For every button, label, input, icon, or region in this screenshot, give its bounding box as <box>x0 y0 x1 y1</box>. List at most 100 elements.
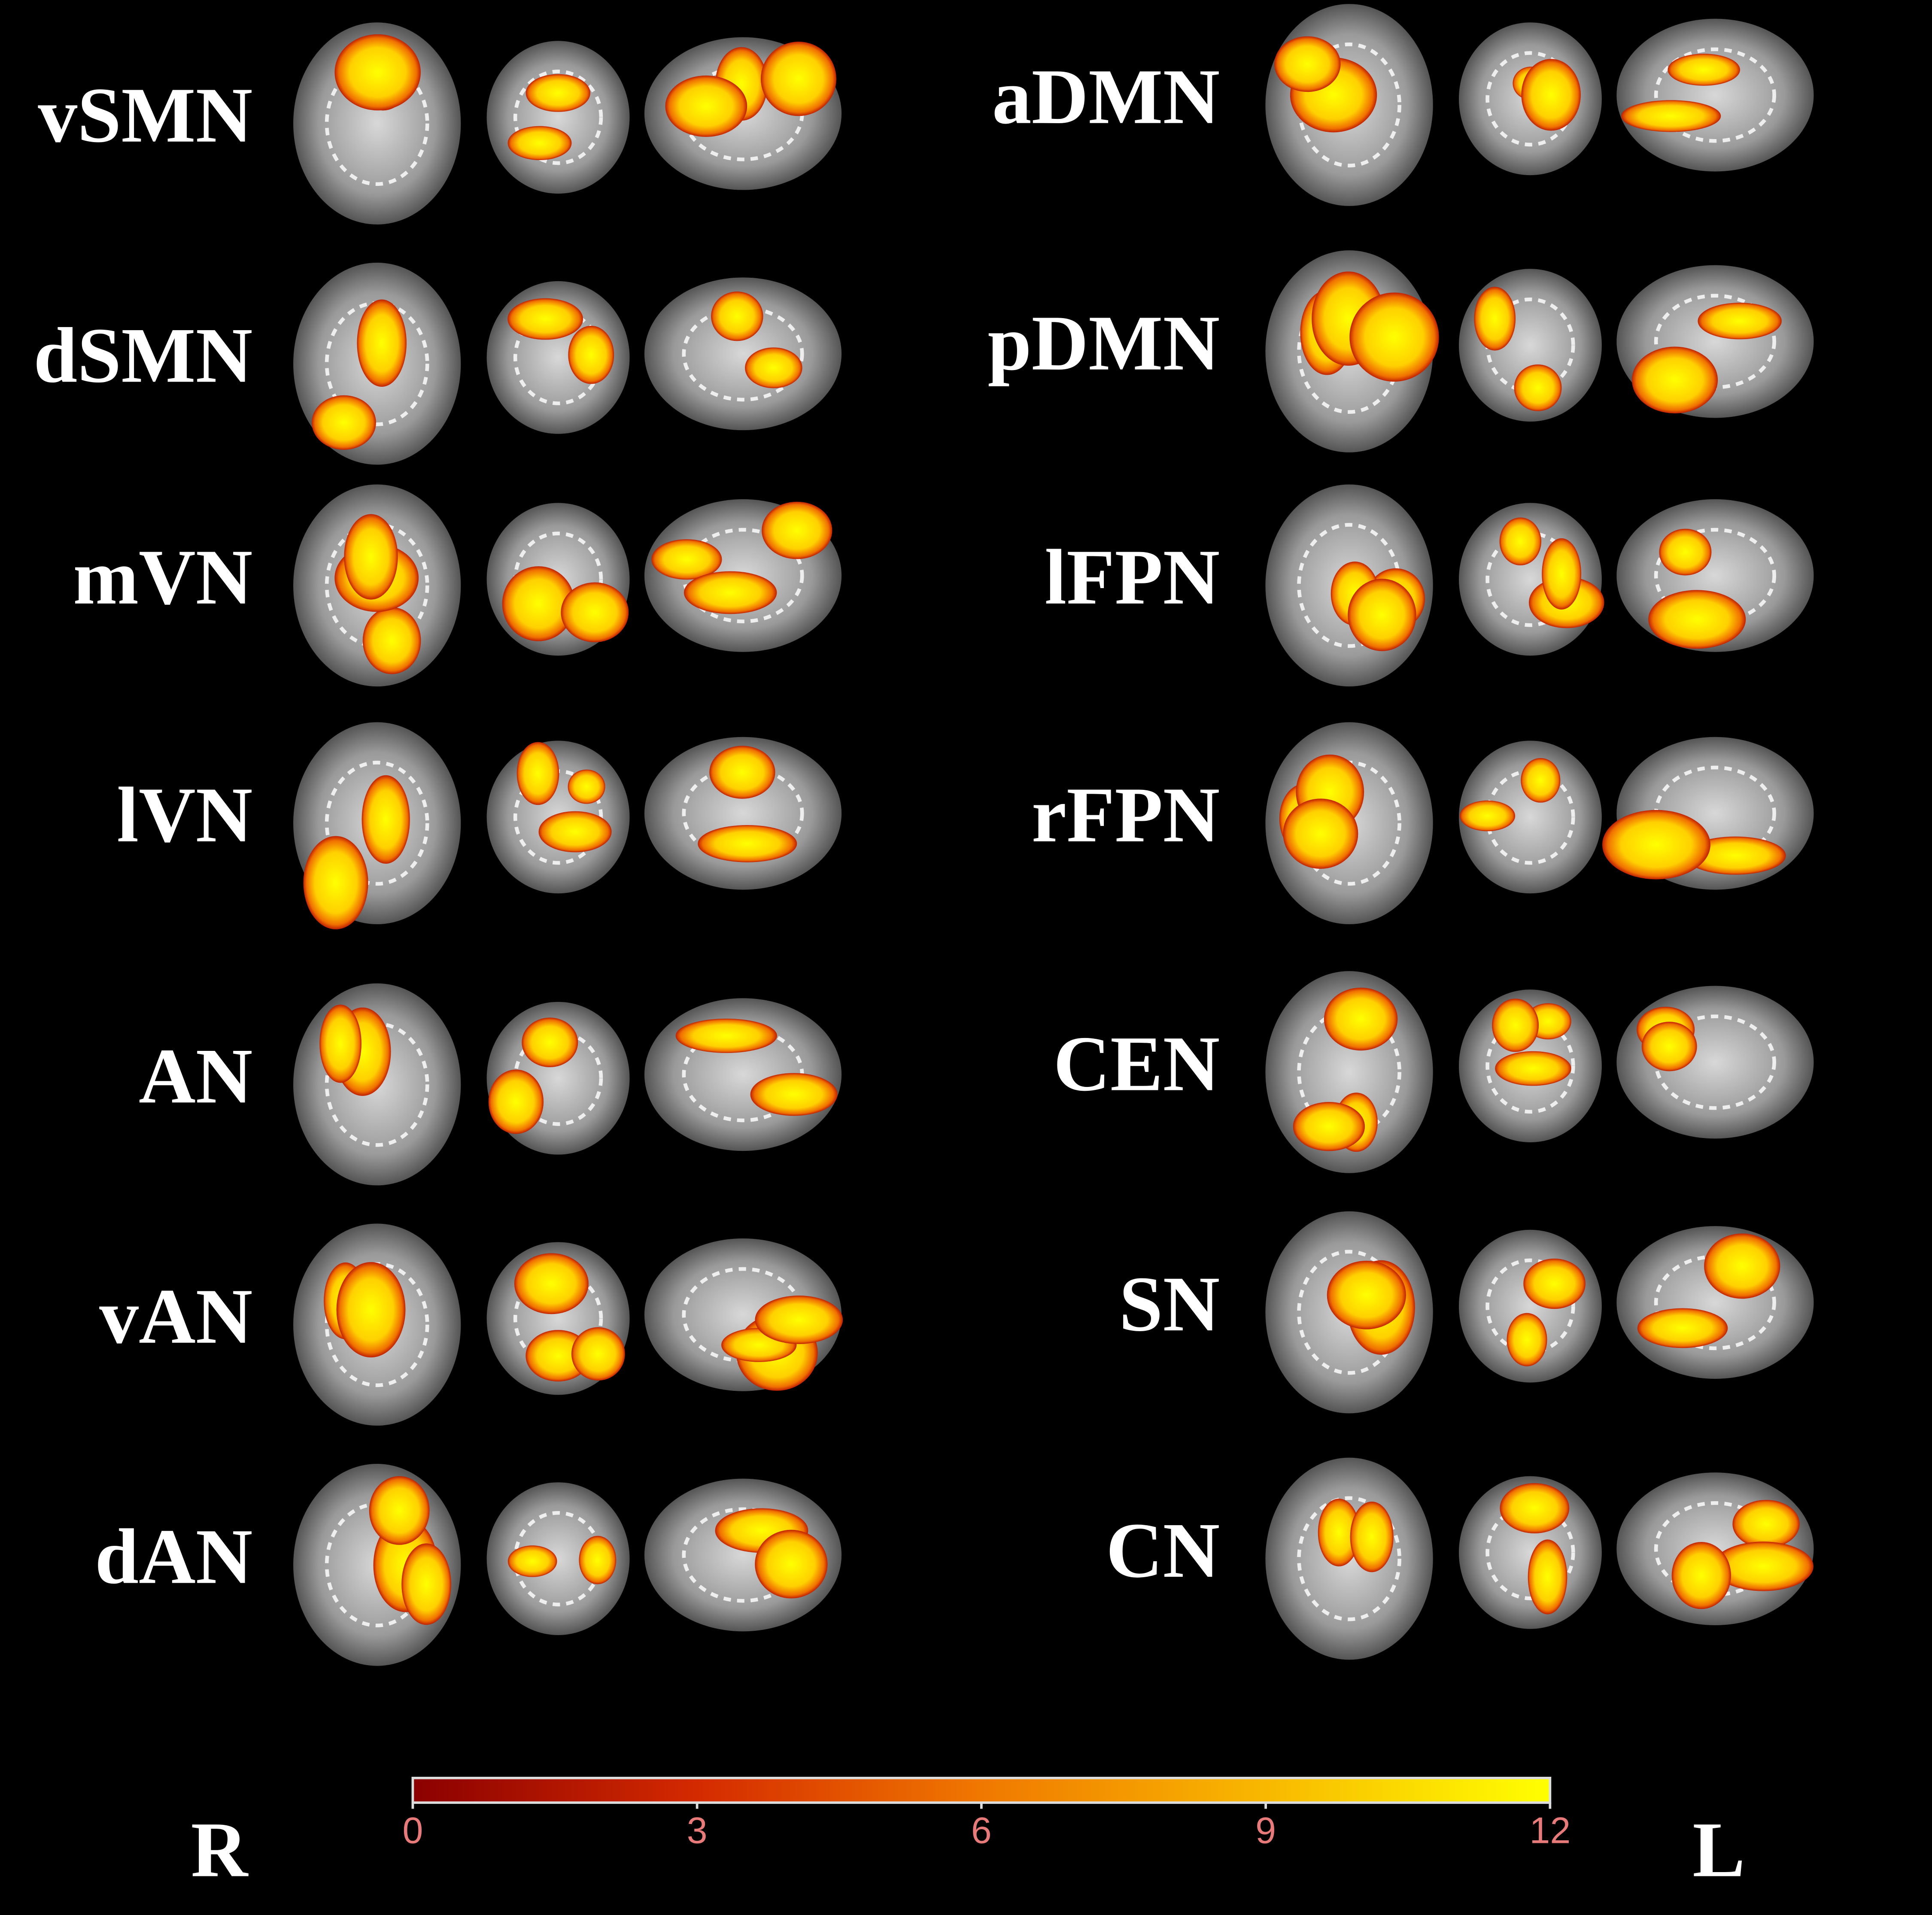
activation-blob <box>522 1017 578 1067</box>
activation-blob <box>1474 287 1516 351</box>
activation-blob <box>1528 1539 1567 1615</box>
brain-sulci <box>1297 1496 1401 1621</box>
activation-blob <box>1324 987 1398 1051</box>
brain-slice <box>1616 18 1814 172</box>
activation-blob <box>1641 1022 1697 1071</box>
activation-blob <box>711 291 763 341</box>
activation-blob <box>357 299 407 387</box>
colorbar-tick-label: 3 <box>687 1810 708 1851</box>
activation-blob <box>1523 1258 1586 1309</box>
network-label: rFPN <box>1032 771 1220 859</box>
network-label: SN <box>1119 1260 1220 1347</box>
activation-blob <box>488 1069 544 1134</box>
activation-blob <box>755 1296 843 1344</box>
network-label: pDMN <box>987 299 1220 387</box>
activation-blob <box>709 746 775 799</box>
brain-slice <box>486 41 630 194</box>
activation-blob <box>361 775 410 864</box>
activation-blob <box>1521 59 1581 131</box>
network-label: vAN <box>99 1272 252 1360</box>
activation-blob <box>1521 758 1561 803</box>
activation-blob <box>516 742 559 805</box>
activation-blob <box>1274 36 1341 92</box>
activation-blob <box>1495 1051 1571 1086</box>
activation-blob <box>1507 1313 1547 1366</box>
brain-slice <box>644 277 842 431</box>
activation-blob <box>312 395 376 450</box>
activation-blob <box>1704 1233 1780 1299</box>
activation-blob <box>1350 1502 1394 1572</box>
activation-blob <box>571 1327 625 1381</box>
activation-blob <box>507 298 583 340</box>
activation-blob <box>1514 364 1562 411</box>
activation-blob <box>1668 54 1740 86</box>
brain-slice <box>1458 741 1602 894</box>
network-label: lFPN <box>1045 533 1220 621</box>
activation-blob <box>561 582 629 643</box>
activation-blob <box>1349 292 1439 382</box>
activation-blob <box>401 1543 451 1625</box>
activation-blob <box>502 566 575 641</box>
activation-blob <box>568 769 605 804</box>
colorbar-tick-label: 6 <box>971 1810 992 1851</box>
activation-blob <box>568 325 614 384</box>
activation-blob <box>762 501 832 559</box>
orientation-label: L <box>1692 1806 1745 1894</box>
activation-blob <box>1492 998 1539 1052</box>
activation-blob <box>1637 1308 1728 1348</box>
activation-blob <box>526 74 590 112</box>
network-label: AN <box>139 1032 252 1120</box>
activation-blob <box>538 811 612 853</box>
activation-blob <box>514 1253 589 1314</box>
colorbar-tick-label: 9 <box>1255 1810 1276 1851</box>
activation-blob <box>1500 1483 1570 1533</box>
activation-blob <box>1732 1499 1800 1548</box>
activation-blob <box>665 75 747 137</box>
orientation-label: R <box>191 1806 249 1894</box>
network-label: CEN <box>1053 1020 1220 1108</box>
activation-blob <box>319 1005 361 1083</box>
colorbar-tick-label: 0 <box>402 1810 423 1851</box>
network-label: mVN <box>73 533 252 621</box>
network-label: lVN <box>117 771 252 859</box>
network-label: dSMN <box>33 311 252 399</box>
activation-blob <box>1318 1499 1360 1566</box>
activation-blob <box>507 1545 557 1577</box>
activation-blob <box>362 607 421 674</box>
activation-blob <box>303 836 368 929</box>
activation-blob <box>761 42 837 116</box>
activation-blob <box>334 34 421 111</box>
activation-blob <box>579 1536 617 1584</box>
activation-blob <box>745 347 802 388</box>
activation-blob <box>1713 1542 1814 1591</box>
activation-blob <box>750 1073 838 1116</box>
network-label: dAN <box>95 1513 252 1600</box>
activation-blob <box>369 1476 430 1545</box>
activation-blob <box>344 514 398 600</box>
activation-blob <box>336 1262 406 1358</box>
activation-blob <box>755 1530 828 1599</box>
activation-blob <box>1293 1102 1365 1151</box>
activation-blob <box>684 571 777 614</box>
activation-blob <box>1602 810 1710 880</box>
activation-blob <box>651 539 722 580</box>
brain-slice <box>1616 986 1814 1139</box>
colorbar-tick-label: 12 <box>1529 1810 1571 1851</box>
activation-blob <box>1460 800 1516 832</box>
brain-slice <box>486 1482 630 1635</box>
brain-sulci <box>1654 47 1776 143</box>
activation-blob <box>1648 590 1746 649</box>
brain-sulci <box>1297 42 1401 168</box>
activation-blob <box>1671 1542 1731 1609</box>
brain-sulci <box>513 70 603 165</box>
activation-blob <box>1621 100 1721 132</box>
activation-blob <box>675 1018 777 1053</box>
activation-blob <box>1698 303 1782 340</box>
activation-blob <box>1348 579 1416 651</box>
activation-blob <box>507 126 572 160</box>
activation-blob <box>1659 528 1712 576</box>
activation-blob <box>1499 517 1541 566</box>
